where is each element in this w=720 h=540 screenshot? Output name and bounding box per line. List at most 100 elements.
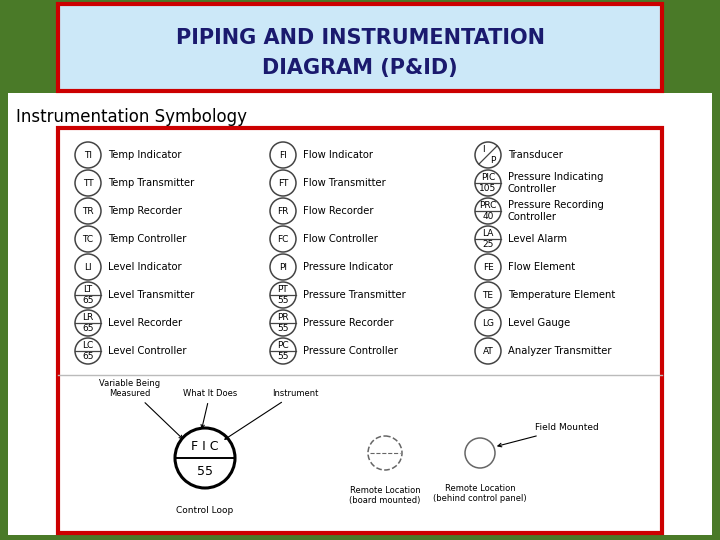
Text: 55: 55 bbox=[277, 296, 289, 305]
Text: AT: AT bbox=[482, 347, 493, 355]
Circle shape bbox=[270, 226, 296, 252]
Text: Level Transmitter: Level Transmitter bbox=[108, 290, 194, 300]
Text: I: I bbox=[482, 145, 485, 154]
Text: Temp Recorder: Temp Recorder bbox=[108, 206, 182, 216]
Circle shape bbox=[75, 170, 101, 196]
Text: PR: PR bbox=[277, 313, 289, 322]
Circle shape bbox=[270, 338, 296, 364]
Text: Pressure Indicator: Pressure Indicator bbox=[303, 262, 393, 272]
Text: Level Controller: Level Controller bbox=[108, 346, 186, 356]
Text: Remote Location
(board mounted): Remote Location (board mounted) bbox=[349, 486, 420, 505]
Text: PI: PI bbox=[279, 262, 287, 272]
Circle shape bbox=[270, 170, 296, 196]
Circle shape bbox=[475, 254, 501, 280]
Text: TT: TT bbox=[83, 179, 94, 187]
Circle shape bbox=[270, 310, 296, 336]
Circle shape bbox=[368, 436, 402, 470]
Circle shape bbox=[475, 338, 501, 364]
Text: 65: 65 bbox=[82, 325, 94, 333]
Text: Flow Element: Flow Element bbox=[508, 262, 575, 272]
Text: Flow Transmitter: Flow Transmitter bbox=[303, 178, 386, 188]
Bar bbox=[58, 4, 662, 91]
Text: Flow Recorder: Flow Recorder bbox=[303, 206, 374, 216]
Text: Instrumentation Symbology: Instrumentation Symbology bbox=[16, 108, 247, 126]
Text: TC: TC bbox=[82, 234, 94, 244]
Text: TI: TI bbox=[84, 151, 92, 159]
Bar bbox=[58, 128, 662, 533]
Text: Pressure Indicating
Controller: Pressure Indicating Controller bbox=[508, 172, 603, 194]
Circle shape bbox=[75, 310, 101, 336]
Circle shape bbox=[75, 142, 101, 168]
Text: Field Mounted: Field Mounted bbox=[498, 423, 599, 447]
Text: 25: 25 bbox=[482, 240, 494, 249]
Text: LT: LT bbox=[84, 285, 93, 294]
Text: 40: 40 bbox=[482, 212, 494, 221]
Circle shape bbox=[75, 338, 101, 364]
Text: FR: FR bbox=[277, 206, 289, 215]
Text: 55: 55 bbox=[277, 353, 289, 361]
Text: Flow Controller: Flow Controller bbox=[303, 234, 378, 244]
Text: Flow Indicator: Flow Indicator bbox=[303, 150, 373, 160]
Circle shape bbox=[475, 282, 501, 308]
Text: LI: LI bbox=[84, 262, 92, 272]
Text: Pressure Transmitter: Pressure Transmitter bbox=[303, 290, 406, 300]
Text: DIAGRAM (P&ID): DIAGRAM (P&ID) bbox=[262, 58, 458, 78]
Text: PRC: PRC bbox=[480, 201, 497, 210]
Text: PIC: PIC bbox=[481, 173, 495, 182]
Text: What It Does: What It Does bbox=[183, 389, 237, 428]
Text: FI: FI bbox=[279, 151, 287, 159]
Text: Analyzer Transmitter: Analyzer Transmitter bbox=[508, 346, 611, 356]
Text: Transducer: Transducer bbox=[508, 150, 563, 160]
Circle shape bbox=[475, 198, 501, 224]
Text: LA: LA bbox=[482, 229, 494, 238]
Text: LR: LR bbox=[82, 313, 94, 322]
Text: FT: FT bbox=[278, 179, 288, 187]
Circle shape bbox=[75, 198, 101, 224]
Bar bbox=[58, 4, 662, 91]
Circle shape bbox=[475, 310, 501, 336]
Circle shape bbox=[475, 226, 501, 252]
Circle shape bbox=[270, 282, 296, 308]
Text: Instrument: Instrument bbox=[225, 389, 318, 440]
Text: Temp Controller: Temp Controller bbox=[108, 234, 186, 244]
Text: PIPING AND INSTRUMENTATION: PIPING AND INSTRUMENTATION bbox=[176, 28, 544, 48]
Circle shape bbox=[75, 226, 101, 252]
Text: FE: FE bbox=[482, 262, 493, 272]
Circle shape bbox=[270, 142, 296, 168]
Text: Level Alarm: Level Alarm bbox=[508, 234, 567, 244]
Text: 55: 55 bbox=[277, 325, 289, 333]
Text: 105: 105 bbox=[480, 184, 497, 193]
Circle shape bbox=[270, 198, 296, 224]
Text: P: P bbox=[490, 156, 495, 165]
Text: TE: TE bbox=[482, 291, 493, 300]
Text: Control Loop: Control Loop bbox=[176, 506, 233, 515]
Text: Pressure Recording
Controller: Pressure Recording Controller bbox=[508, 200, 604, 221]
Text: LC: LC bbox=[82, 341, 94, 350]
Text: 65: 65 bbox=[82, 296, 94, 305]
Circle shape bbox=[475, 170, 501, 196]
Text: PT: PT bbox=[278, 285, 289, 294]
Text: Level Recorder: Level Recorder bbox=[108, 318, 182, 328]
Text: F I C: F I C bbox=[192, 440, 219, 453]
Circle shape bbox=[270, 254, 296, 280]
Bar bbox=[8, 93, 712, 535]
Text: Temp Indicator: Temp Indicator bbox=[108, 150, 181, 160]
Text: TR: TR bbox=[82, 206, 94, 215]
Text: Pressure Recorder: Pressure Recorder bbox=[303, 318, 394, 328]
Text: Level Indicator: Level Indicator bbox=[108, 262, 181, 272]
Text: Variable Being
Measured: Variable Being Measured bbox=[99, 379, 183, 438]
Circle shape bbox=[175, 428, 235, 488]
Text: Temp Transmitter: Temp Transmitter bbox=[108, 178, 194, 188]
Text: 65: 65 bbox=[82, 353, 94, 361]
Text: Level Gauge: Level Gauge bbox=[508, 318, 570, 328]
Text: Temperature Element: Temperature Element bbox=[508, 290, 616, 300]
Circle shape bbox=[75, 282, 101, 308]
Text: LG: LG bbox=[482, 319, 494, 327]
Text: Remote Location
(behind control panel): Remote Location (behind control panel) bbox=[433, 484, 527, 503]
Text: FC: FC bbox=[277, 234, 289, 244]
Text: PC: PC bbox=[277, 341, 289, 350]
Text: Pressure Controller: Pressure Controller bbox=[303, 346, 398, 356]
Circle shape bbox=[475, 142, 501, 168]
Circle shape bbox=[75, 254, 101, 280]
Text: 55: 55 bbox=[197, 465, 213, 478]
